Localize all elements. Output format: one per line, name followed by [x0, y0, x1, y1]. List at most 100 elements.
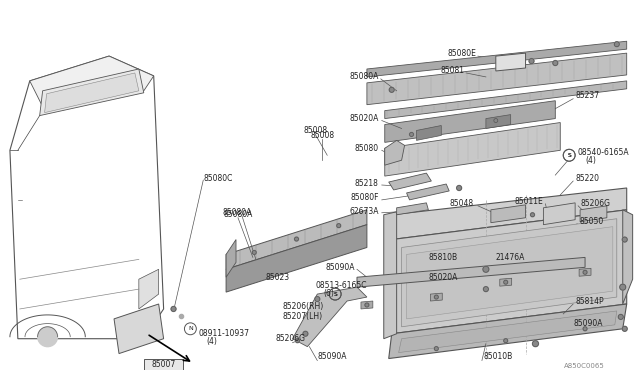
Text: 85810B: 85810B	[428, 253, 458, 262]
Text: 85050: 85050	[579, 217, 604, 226]
Circle shape	[365, 303, 369, 307]
Circle shape	[303, 331, 308, 336]
Text: 85081: 85081	[440, 67, 464, 76]
Text: (4): (4)	[585, 156, 596, 165]
Polygon shape	[543, 203, 575, 225]
Text: 85080A: 85080A	[222, 208, 252, 217]
Text: 85090A: 85090A	[573, 319, 603, 328]
Text: 08540-6165A: 08540-6165A	[577, 148, 628, 157]
Circle shape	[583, 270, 587, 274]
Polygon shape	[623, 210, 633, 304]
Polygon shape	[385, 101, 556, 142]
Text: (4): (4)	[206, 337, 217, 346]
Polygon shape	[114, 304, 164, 353]
Text: S: S	[333, 292, 337, 296]
Text: 85080E: 85080E	[447, 49, 476, 58]
Text: N: N	[188, 326, 193, 331]
Circle shape	[531, 213, 534, 217]
Polygon shape	[385, 81, 627, 119]
Circle shape	[529, 58, 534, 64]
Polygon shape	[392, 210, 627, 334]
Text: 85007: 85007	[152, 360, 176, 369]
Circle shape	[315, 296, 320, 302]
Polygon shape	[406, 227, 613, 319]
Circle shape	[553, 61, 558, 65]
Text: 62673A: 62673A	[349, 207, 379, 216]
Polygon shape	[406, 184, 449, 200]
Circle shape	[483, 287, 488, 292]
Circle shape	[620, 284, 626, 290]
Text: 21476A: 21476A	[496, 253, 525, 262]
Text: 85206(RH): 85206(RH)	[283, 302, 324, 311]
Circle shape	[583, 327, 587, 331]
Polygon shape	[292, 287, 367, 347]
Text: 85020A: 85020A	[349, 114, 379, 123]
Text: 85207(LH): 85207(LH)	[283, 312, 323, 321]
Circle shape	[435, 347, 438, 350]
Polygon shape	[397, 203, 428, 215]
Polygon shape	[357, 257, 585, 287]
Text: 85080A: 85080A	[223, 210, 253, 219]
Polygon shape	[367, 53, 627, 105]
Text: 85218: 85218	[355, 179, 379, 187]
Polygon shape	[500, 278, 511, 286]
Polygon shape	[367, 41, 627, 77]
Polygon shape	[579, 268, 591, 276]
Polygon shape	[496, 53, 525, 71]
Text: 85008: 85008	[303, 126, 328, 135]
Circle shape	[504, 280, 508, 284]
Text: 85010B: 85010B	[484, 352, 513, 361]
Text: 08513-6165C: 08513-6165C	[316, 280, 367, 290]
Text: 85090A: 85090A	[326, 263, 355, 272]
Circle shape	[171, 307, 176, 311]
Circle shape	[618, 314, 623, 320]
Polygon shape	[392, 188, 627, 240]
Circle shape	[435, 295, 438, 299]
Text: 85048: 85048	[450, 199, 474, 208]
Polygon shape	[430, 293, 442, 301]
Text: A850C0065: A850C0065	[564, 363, 605, 369]
Polygon shape	[226, 225, 367, 292]
Circle shape	[494, 119, 498, 122]
Circle shape	[252, 250, 256, 254]
Text: 85011E: 85011E	[515, 198, 543, 206]
Text: 85090A: 85090A	[317, 352, 347, 361]
Polygon shape	[385, 122, 560, 176]
Polygon shape	[40, 69, 144, 116]
Polygon shape	[388, 304, 627, 359]
Polygon shape	[29, 56, 154, 110]
Text: 85814P: 85814P	[575, 296, 604, 305]
Text: 85237: 85237	[575, 91, 599, 100]
Text: 85206G: 85206G	[580, 199, 610, 208]
Polygon shape	[388, 173, 431, 190]
Polygon shape	[399, 311, 617, 353]
Polygon shape	[144, 359, 184, 371]
Text: 85206G: 85206G	[276, 334, 306, 343]
Circle shape	[296, 339, 300, 343]
Polygon shape	[384, 212, 397, 339]
Circle shape	[389, 87, 394, 92]
Circle shape	[622, 237, 627, 242]
Text: 85080A: 85080A	[349, 73, 379, 81]
Text: S: S	[568, 153, 571, 158]
Polygon shape	[139, 269, 159, 309]
Circle shape	[38, 327, 58, 347]
Text: 85020A: 85020A	[428, 273, 458, 282]
Polygon shape	[417, 125, 441, 140]
Circle shape	[532, 341, 538, 347]
Circle shape	[337, 224, 340, 228]
Text: (6): (6)	[323, 289, 334, 298]
Polygon shape	[486, 115, 511, 128]
Circle shape	[622, 326, 627, 331]
Polygon shape	[45, 73, 139, 113]
Text: 85080C: 85080C	[204, 174, 233, 183]
Polygon shape	[10, 56, 164, 339]
Circle shape	[504, 339, 508, 343]
Circle shape	[456, 186, 461, 190]
Polygon shape	[361, 301, 373, 309]
Text: 85220: 85220	[575, 174, 599, 183]
Text: 85008: 85008	[310, 131, 334, 140]
Text: 85023: 85023	[266, 273, 290, 282]
Circle shape	[410, 132, 413, 137]
Polygon shape	[580, 206, 607, 222]
